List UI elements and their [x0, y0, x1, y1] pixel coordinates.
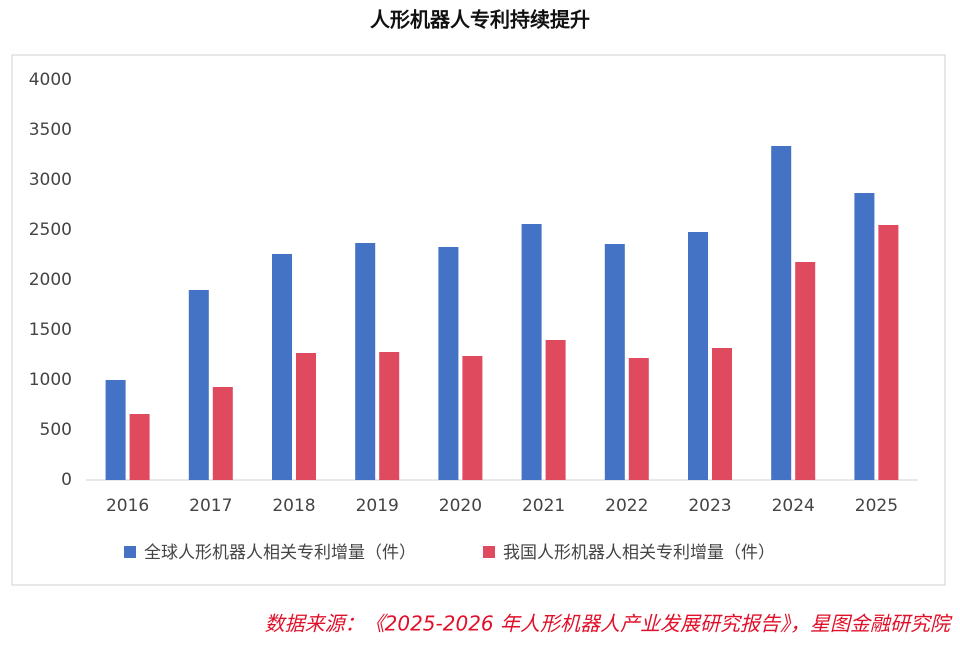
chart-frame: [11, 54, 946, 586]
bar: [105, 380, 126, 480]
legend-label: 我国人形机器人相关专利增量（件）: [503, 543, 775, 563]
bar: [272, 254, 292, 480]
legend-swatch: [483, 546, 495, 558]
y-tick-label: 1000: [29, 370, 72, 390]
bar: [604, 244, 625, 480]
y-tick-label: 500: [40, 420, 72, 440]
bar: [188, 290, 209, 480]
legend-label: 全球人形机器人相关专利增量（件）: [144, 543, 416, 563]
bar: [129, 414, 150, 480]
bar: [688, 232, 708, 480]
x-tick-label: 2020: [439, 496, 482, 516]
y-tick-label: 4000: [29, 70, 72, 90]
bar: [628, 358, 649, 480]
bar: [355, 243, 376, 480]
bar: [438, 247, 459, 480]
y-tick-label: 3500: [29, 120, 72, 140]
y-tick-label: 2000: [29, 270, 72, 290]
bar: [521, 224, 542, 480]
bar: [212, 387, 233, 480]
y-tick-label: 1500: [29, 320, 72, 340]
legend-swatch: [124, 546, 136, 558]
bar: [771, 146, 792, 480]
source-note: 数据来源：《2025-2026 年人形机器人产业发展研究报告》，星图金融研究院: [265, 612, 953, 636]
x-tick-label: 2019: [356, 496, 399, 516]
chart-title: 人形机器人专利持续提升: [370, 8, 590, 32]
y-tick-label: 0: [61, 470, 72, 490]
bar: [379, 352, 400, 480]
bar: [854, 193, 875, 480]
x-tick-label: 2022: [605, 496, 648, 516]
bar: [462, 356, 483, 480]
bar: [878, 225, 899, 480]
x-tick-label: 2018: [272, 496, 315, 516]
y-tick-label: 3000: [29, 170, 72, 190]
x-tick-label: 2024: [772, 496, 815, 516]
x-tick-label: 2016: [106, 496, 149, 516]
x-tick-label: 2025: [855, 496, 898, 516]
bar: [795, 262, 816, 480]
x-tick-label: 2023: [688, 496, 731, 516]
x-tick-label: 2017: [189, 496, 232, 516]
x-tick-label: 2021: [522, 496, 565, 516]
bar: [712, 348, 732, 480]
bar: [296, 353, 316, 480]
bar: [545, 340, 566, 480]
y-tick-label: 2500: [29, 220, 72, 240]
